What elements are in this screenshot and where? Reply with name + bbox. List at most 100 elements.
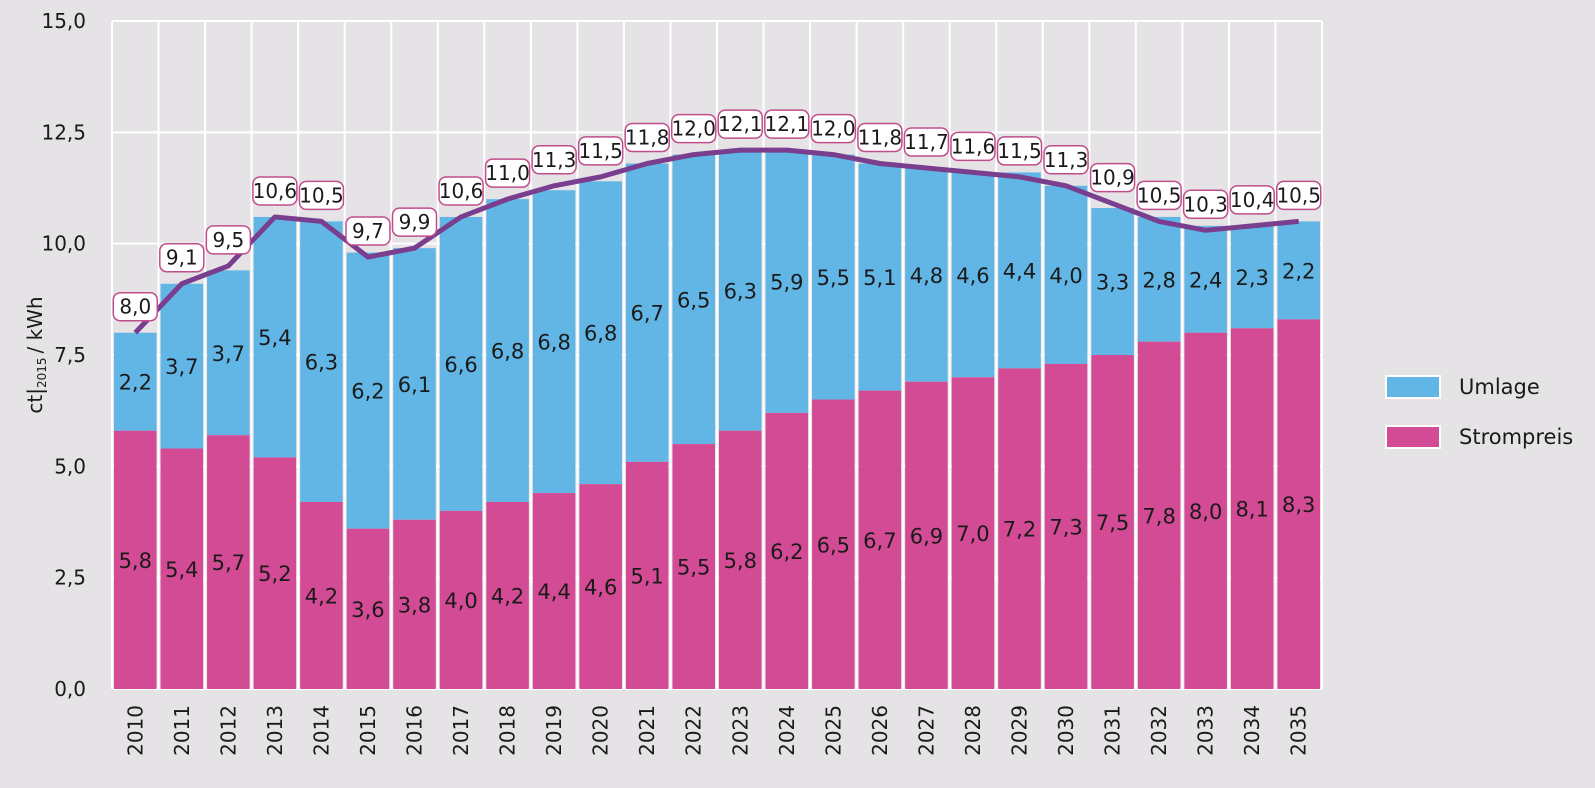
x-tick-label: 2025 — [821, 705, 845, 756]
bar-umlage — [1044, 185, 1088, 364]
total-label: 11,3 — [531, 145, 577, 175]
bar-umlage — [393, 248, 436, 520]
bar-umlage — [719, 150, 762, 431]
bar-umlage — [253, 216, 297, 458]
bar-umlage — [1230, 225, 1274, 329]
strompreis-value-label: 3,8 — [398, 593, 431, 617]
umlage-value-label: 4,0 — [1049, 264, 1082, 288]
bar-umlage — [951, 172, 995, 378]
bar-strompreis — [765, 412, 809, 689]
strompreis-value-label: 7,0 — [956, 522, 989, 546]
bar-strompreis — [905, 381, 948, 689]
total-label: 11,8 — [857, 122, 903, 153]
total-label-box — [903, 127, 950, 157]
y-tick-labels: 0,0 2,5 5,0 7,5 10,0 12,5 15,0 — [41, 9, 86, 701]
umlage-value-label: 6,8 — [491, 340, 524, 364]
strompreis-value-label: 7,8 — [1142, 504, 1175, 528]
y-tick-label: 0,0 — [54, 677, 86, 701]
bar-umlage — [1277, 221, 1320, 320]
strompreis-value-label: 4,6 — [584, 576, 617, 600]
legend-item-strompreis: Strompreis — [1385, 412, 1573, 462]
x-tick-label: 2032 — [1147, 705, 1171, 756]
bar-umlage — [579, 181, 622, 485]
umlage-value-label: 6,1 — [398, 373, 431, 397]
y-tick-label: 12,5 — [41, 120, 86, 144]
strompreis-value-label: 6,9 — [910, 524, 943, 548]
bar-strompreis — [253, 457, 297, 689]
x-tick-label: 2028 — [961, 705, 985, 756]
strompreis-value-label: 5,2 — [258, 562, 291, 586]
grid — [111, 20, 1323, 690]
umlage-value-label: 6,8 — [584, 322, 617, 346]
umlage-value-label: 6,5 — [677, 288, 710, 312]
x-tick-label: 2026 — [868, 705, 892, 756]
bar-strompreis — [998, 368, 1041, 689]
total-label-text: 9,1 — [166, 246, 198, 270]
x-tick-label: 2017 — [449, 705, 473, 756]
bar-strompreis — [1091, 355, 1134, 689]
total-label-box — [112, 291, 159, 322]
strompreis-value-label: 5,8 — [119, 549, 152, 573]
strompreis-value-label: 5,4 — [165, 558, 198, 582]
total-label-box — [857, 122, 903, 153]
strompreis-value-label: 3,6 — [351, 598, 384, 622]
total-label: 10,9 — [1089, 162, 1136, 193]
total-label: 12,1 — [717, 109, 764, 139]
total-label-box — [1089, 162, 1136, 193]
total-label: 10,4 — [1229, 185, 1275, 215]
bar-strompreis — [625, 461, 669, 689]
bar-umlage — [998, 172, 1041, 369]
total-label-text: 10,3 — [1183, 192, 1228, 216]
total-label-text: 11,8 — [625, 126, 670, 150]
total-label: 9,7 — [345, 216, 391, 246]
total-label-box — [1182, 189, 1229, 220]
y-tick-label: 5,0 — [54, 454, 86, 478]
total-label-text: 12,1 — [718, 112, 763, 136]
total-label-text: 11,5 — [578, 139, 623, 163]
total-label: 10,6 — [252, 176, 298, 206]
umlage-value-label: 3,7 — [165, 355, 198, 379]
umlage-value-label: 2,4 — [1189, 268, 1222, 292]
umlage-value-label: 2,2 — [119, 371, 152, 395]
bar-umlage — [1137, 216, 1181, 342]
x-tick-label: 2023 — [728, 705, 752, 756]
x-tick-label: 2012 — [216, 705, 240, 756]
bar-umlage — [160, 283, 204, 449]
total-label-box — [577, 136, 624, 166]
strompreis-value-label: 8,0 — [1189, 500, 1222, 524]
bar-strompreis — [486, 501, 529, 689]
x-tick-label: 2021 — [635, 705, 659, 756]
bar-strompreis — [812, 399, 855, 689]
bar-strompreis — [114, 430, 157, 689]
bar-strompreis — [1137, 341, 1181, 689]
strompreis-value-label: 4,2 — [305, 584, 338, 608]
total-label: 11,6 — [950, 131, 996, 162]
y-tick-label: 2,5 — [54, 566, 86, 590]
bar-strompreis — [1277, 319, 1320, 689]
umlage-value-label: 2,8 — [1142, 268, 1175, 292]
bar-umlage — [439, 216, 483, 511]
bar-umlage — [346, 252, 390, 529]
total-label-text: 10,9 — [1090, 166, 1135, 190]
total-label: 10,3 — [1182, 189, 1229, 220]
strompreis-value-label: 8,1 — [1235, 498, 1268, 522]
total-label-text: 9,9 — [399, 210, 431, 234]
strompreis-value-label: 5,8 — [724, 549, 757, 573]
total-label-box — [1136, 180, 1182, 211]
bar-umlage — [1184, 225, 1227, 333]
x-tick-label: 2014 — [309, 705, 333, 756]
total-label-text: 12,0 — [811, 117, 856, 141]
strompreis-value-label: 5,1 — [630, 564, 663, 588]
bar-strompreis — [1230, 328, 1274, 689]
bar-strompreis — [719, 430, 762, 689]
bars — [114, 150, 1320, 689]
total-label-text: 9,7 — [352, 219, 384, 243]
umlage-value-label: 3,3 — [1096, 271, 1129, 295]
total-label: 10,5 — [1136, 180, 1182, 211]
y-axis-label: ct|2015/ kWh — [23, 296, 49, 413]
total-label-box — [670, 113, 717, 144]
bar-umlage — [625, 163, 669, 462]
bar-strompreis — [346, 528, 390, 689]
total-label: 10,5 — [298, 180, 345, 211]
segment-labels: 2,2 5,8 3,7 5,4 3,7 5,7 5,4 5,2 6,3 4,2 6,2 3,6 6,1 3… — [119, 259, 1316, 621]
